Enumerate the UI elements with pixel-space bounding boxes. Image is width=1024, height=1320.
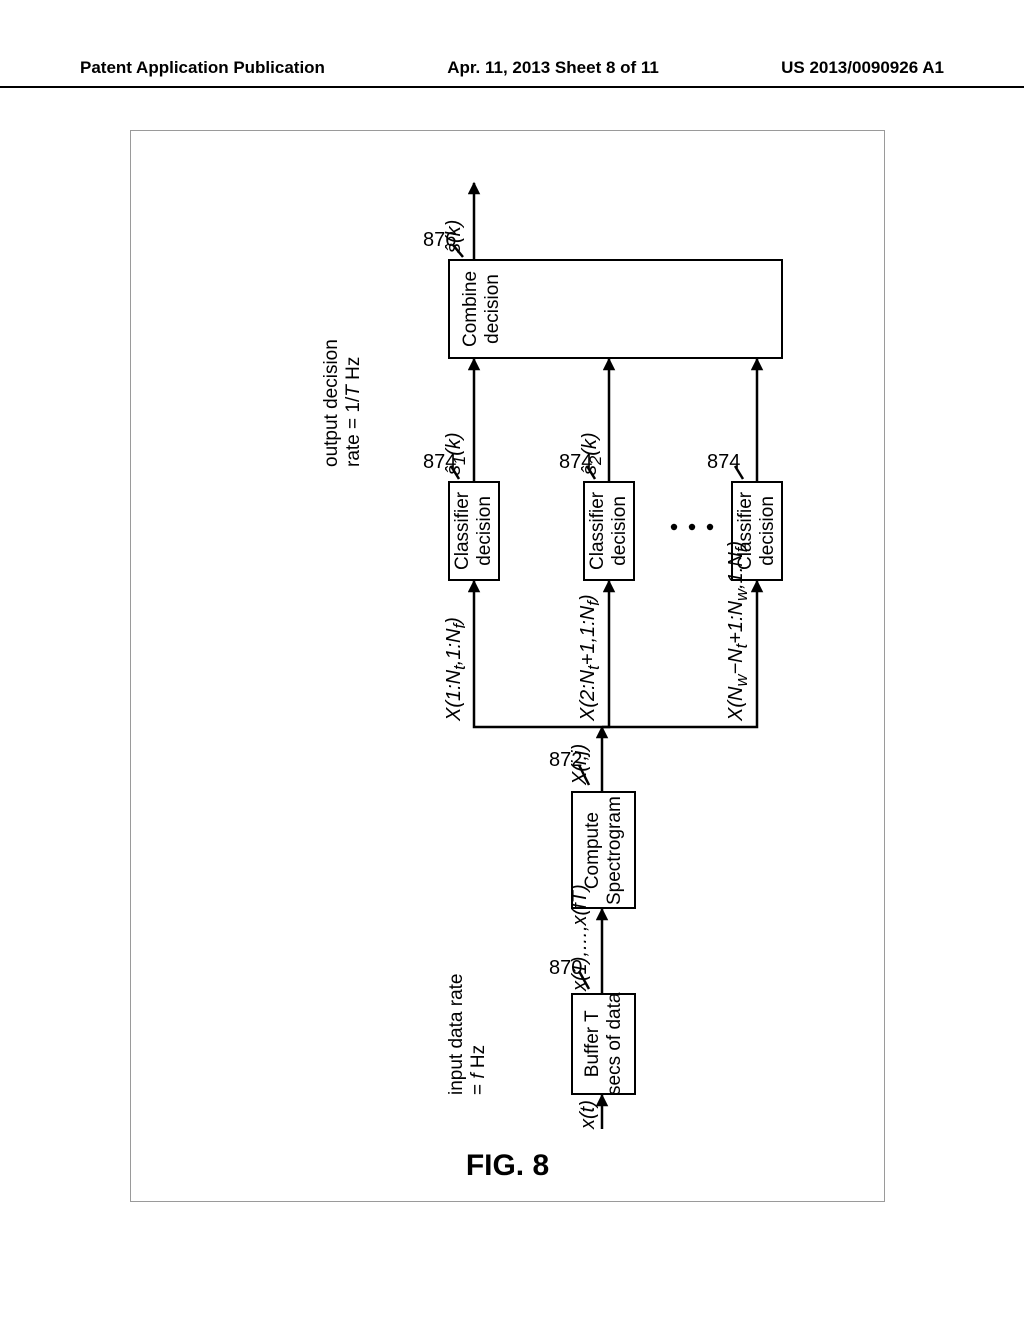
label-1: x(t) xyxy=(577,1100,600,1129)
label-10: ŝ(k) xyxy=(443,220,466,253)
label-3: X(i,j) xyxy=(569,744,592,785)
header-center: Apr. 11, 2013 Sheet 8 of 11 xyxy=(447,58,659,78)
box-label-cls2: Classifierdecision xyxy=(587,492,631,570)
page-header: Patent Application Publication Apr. 11, … xyxy=(0,58,1024,88)
label-4: X(1:Nt,1:Nf) xyxy=(443,617,469,721)
label-2: x(1),…,x(fT) xyxy=(569,884,592,991)
label-6: X(Nw−Nt+1:Nw,1:Nf) xyxy=(725,541,751,721)
box-label-combine: Combinedecision xyxy=(460,271,504,347)
header-right: US 2013/0090926 A1 xyxy=(781,58,944,78)
box-label-cls1: Classifierdecision xyxy=(452,492,496,570)
label-9: output decisionrate = 1/T Hz xyxy=(321,307,365,467)
label-5: X(2:Nt+1,1:Nf) xyxy=(577,594,603,721)
label-7: ŝ1(k) xyxy=(443,432,469,475)
header-left: Patent Application Publication xyxy=(80,58,325,78)
box-label-buffer: Buffer Tsecs of data xyxy=(582,993,626,1095)
figure-frame: Buffer Tsecs of data870ComputeSpectrogra… xyxy=(130,130,885,1202)
page: Patent Application Publication Apr. 11, … xyxy=(0,0,1024,1320)
block-diagram: Buffer Tsecs of data870ComputeSpectrogra… xyxy=(191,171,821,1131)
refnum-cls3: 874 xyxy=(707,451,740,474)
label-8: ŝ2(k) xyxy=(579,432,605,475)
figure-label: FIG. 8 xyxy=(131,1149,884,1183)
header-row: Patent Application Publication Apr. 11, … xyxy=(80,58,944,78)
label-0: input data rate= f Hz xyxy=(446,945,490,1095)
